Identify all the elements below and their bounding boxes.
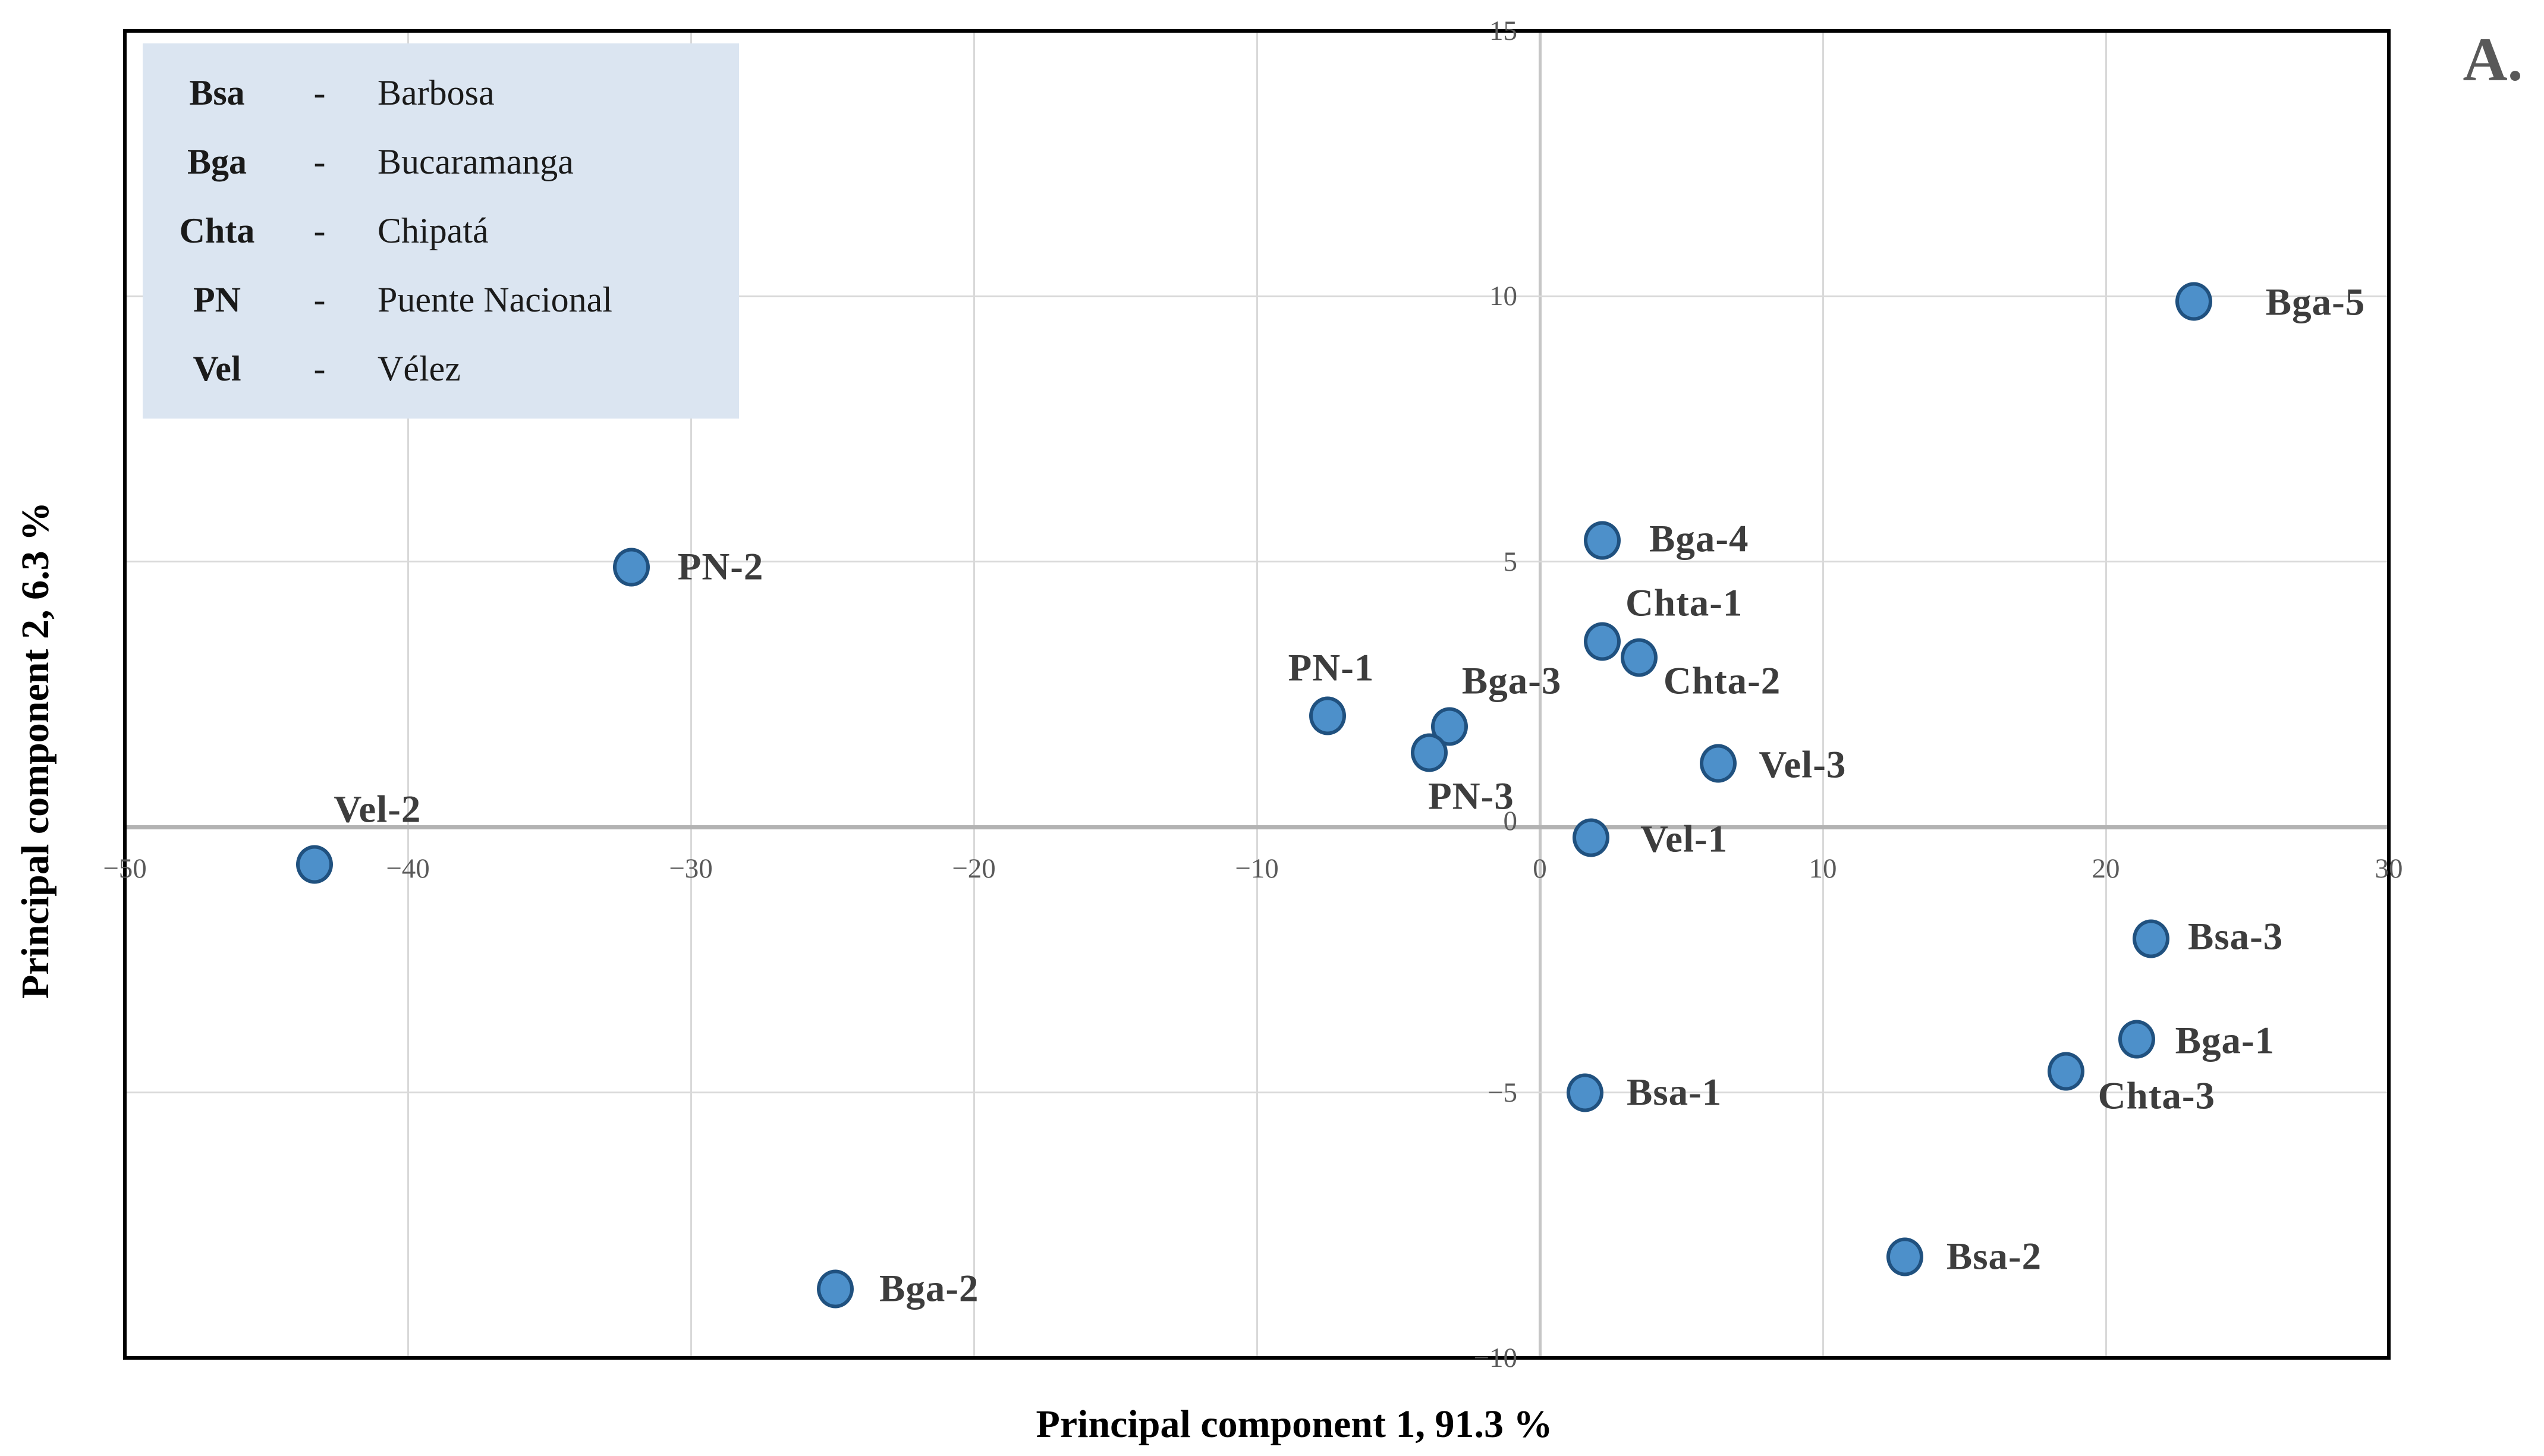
x-tick-label: −40: [386, 853, 430, 885]
gridline-x--10: [1256, 31, 1258, 1358]
data-point-pn-2: [613, 548, 650, 587]
data-point-vel-1: [1572, 818, 1609, 857]
legend-abbr: Vel: [193, 348, 241, 388]
x-tick-label: −20: [952, 853, 996, 885]
x-tick-label: 10: [1809, 853, 1837, 885]
x-tick-label: 30: [2375, 853, 2403, 885]
legend-separator: -: [313, 279, 326, 319]
legend-name: Barbosa: [378, 73, 495, 113]
data-point-label-bga-2: Bga-2: [879, 1267, 979, 1310]
data-point-chta-1: [1583, 622, 1621, 661]
data-point-label-pn-3: PN-3: [1427, 775, 1514, 818]
data-point-bsa-2: [1886, 1237, 1924, 1276]
legend-separator: -: [313, 142, 326, 182]
data-point-bga-2: [816, 1269, 854, 1309]
plot-area: [123, 29, 2391, 1360]
legend-name: Bucaramanga: [378, 142, 574, 182]
legend-abbr: Bsa: [189, 73, 245, 113]
data-point-bsa-1: [1567, 1073, 1604, 1112]
data-point-vel-3: [1699, 744, 1737, 783]
panel-label: A.: [2463, 25, 2523, 94]
legend-name: Chipatá: [378, 210, 489, 250]
data-point-label-bga-1: Bga-1: [2175, 1019, 2275, 1062]
data-point-label-bga-4: Bga-4: [1649, 517, 1749, 561]
data-point-chta-3: [2048, 1052, 2085, 1091]
legend-separator: -: [313, 348, 326, 388]
data-point-pn-1: [1309, 696, 1346, 735]
data-point-label-vel-2: Vel-2: [334, 788, 422, 831]
data-point-label-bsa-1: Bsa-1: [1627, 1071, 1722, 1114]
legend-row-vel: Vel - Vélez: [143, 348, 739, 389]
legend-name: Vélez: [378, 348, 461, 388]
x-tick-label: −30: [669, 853, 713, 885]
data-point-bga-5: [2175, 282, 2212, 321]
legend-row-bga: Bga - Bucaramanga: [143, 141, 739, 183]
data-point-label-bga-3: Bga-3: [1461, 659, 1562, 703]
legend-box: Bsa - Barbosa Bga - Bucaramanga Chta - Chipatá PN…: [143, 43, 739, 419]
data-point-label-bsa-3: Bsa-3: [2188, 915, 2284, 958]
gridline-x-20: [2105, 31, 2107, 1358]
data-point-vel-2: [295, 845, 333, 884]
gridline-x-10: [1822, 31, 1824, 1358]
data-point-pn-3: [1411, 733, 1448, 772]
gridline-y--5: [125, 1092, 2389, 1094]
legend-abbr: Bga: [187, 142, 247, 182]
legend-abbr: Chta: [179, 210, 255, 250]
legend-abbr: PN: [193, 279, 241, 319]
legend-separator: -: [313, 73, 326, 113]
x-tick-label: −10: [1235, 853, 1279, 885]
y-tick-label: −10: [1473, 1342, 1517, 1373]
x-tick-label: 0: [1533, 853, 1547, 885]
legend-name: Puente Nacional: [378, 279, 612, 319]
gridline-x--40: [407, 31, 409, 1358]
data-point-label-chta-1: Chta-1: [1625, 581, 1743, 625]
y-tick-label: 15: [1489, 15, 1517, 46]
y-axis-title: Principal component 2, 6.3 %: [14, 502, 57, 999]
gridline-x--20: [973, 31, 975, 1358]
y-tick-label: 0: [1503, 806, 1518, 837]
gridline-y-10: [125, 295, 2389, 297]
data-point-label-bsa-2: Bsa-2: [1946, 1235, 2042, 1278]
x-tick-label: −50: [103, 853, 147, 885]
data-point-bsa-3: [2133, 919, 2170, 958]
data-point-label-chta-2: Chta-2: [1663, 659, 1781, 702]
legend-row-chta: Chta - Chipatá: [143, 210, 739, 251]
gridline-x--30: [690, 31, 692, 1358]
data-point-chta-2: [1620, 638, 1658, 677]
data-point-label-pn-2: PN-2: [677, 545, 764, 589]
x-axis-title: Principal component 1, 91.3 %: [1036, 1402, 1553, 1446]
y-tick-label: 10: [1489, 281, 1517, 312]
gridline-x-0: [1538, 31, 1542, 1358]
legend-row-pn: PN - Puente Nacional: [143, 279, 739, 320]
data-point-bga-1: [2118, 1020, 2156, 1059]
data-point-label-bga-5: Bga-5: [2265, 281, 2366, 324]
y-tick-label: −5: [1487, 1077, 1517, 1108]
legend-row-bsa: Bsa - Barbosa: [143, 73, 739, 114]
data-point-label-pn-1: PN-1: [1288, 646, 1375, 690]
data-point-label-vel-3: Vel-3: [1759, 743, 1847, 787]
x-tick-label: 20: [2092, 853, 2120, 885]
data-point-bga-4: [1583, 521, 1621, 560]
data-point-label-vel-1: Vel-1: [1640, 817, 1728, 861]
legend-separator: -: [313, 210, 326, 250]
y-tick-label: 5: [1503, 546, 1518, 577]
data-point-label-chta-3: Chta-3: [2098, 1074, 2216, 1118]
gridline-y-0: [125, 825, 2389, 829]
gridline-y-5: [125, 561, 2389, 563]
